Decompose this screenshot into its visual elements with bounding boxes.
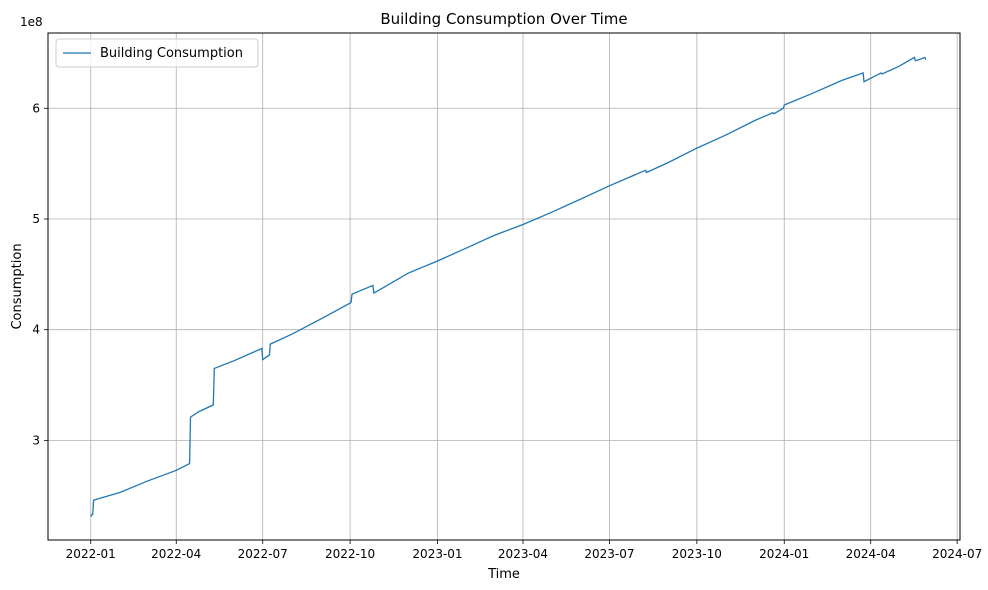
x-tick-label: 2022-07 [238, 547, 288, 561]
y-tick-label: 6 [32, 101, 40, 115]
y-tick-label: 3 [32, 433, 40, 447]
y-tick-label: 5 [32, 212, 40, 226]
x-axis-ticks: 2022-01 2022-04 2022-07 2022-10 2023-01 2023-… [66, 540, 982, 561]
plot-area [48, 33, 960, 540]
y-axis-label: Consumption [10, 243, 25, 329]
x-tick-label: 2022-04 [151, 547, 201, 561]
x-tick-label: 2023-04 [498, 547, 548, 561]
legend-entry-label: Building Consumption [100, 46, 243, 61]
x-tick-label: 2022-10 [325, 547, 375, 561]
x-tick-label: 2023-01 [412, 547, 462, 561]
plot-frame [47, 32, 961, 541]
series-line-building-consumption [90, 56, 927, 518]
x-tick-label: 2023-10 [672, 547, 722, 561]
x-tick-label: 2022-01 [66, 547, 116, 561]
y-tick-label: 4 [32, 323, 40, 337]
x-tick-label: 2024-07 [932, 547, 982, 561]
y-axis-ticks: 3 4 5 6 [32, 101, 48, 447]
x-tick-label: 2024-01 [759, 547, 809, 561]
y-axis-offset-label: 1e8 [20, 15, 43, 29]
x-tick-label: 2023-07 [584, 547, 634, 561]
legend-box [55, 38, 259, 68]
legend: Building Consumption [55, 38, 259, 68]
x-tick-label: 2024-04 [846, 547, 896, 561]
chart-title: Building Consumption Over Time [380, 10, 627, 28]
grid-lines [48, 33, 960, 540]
x-axis-label: Time [487, 567, 520, 582]
